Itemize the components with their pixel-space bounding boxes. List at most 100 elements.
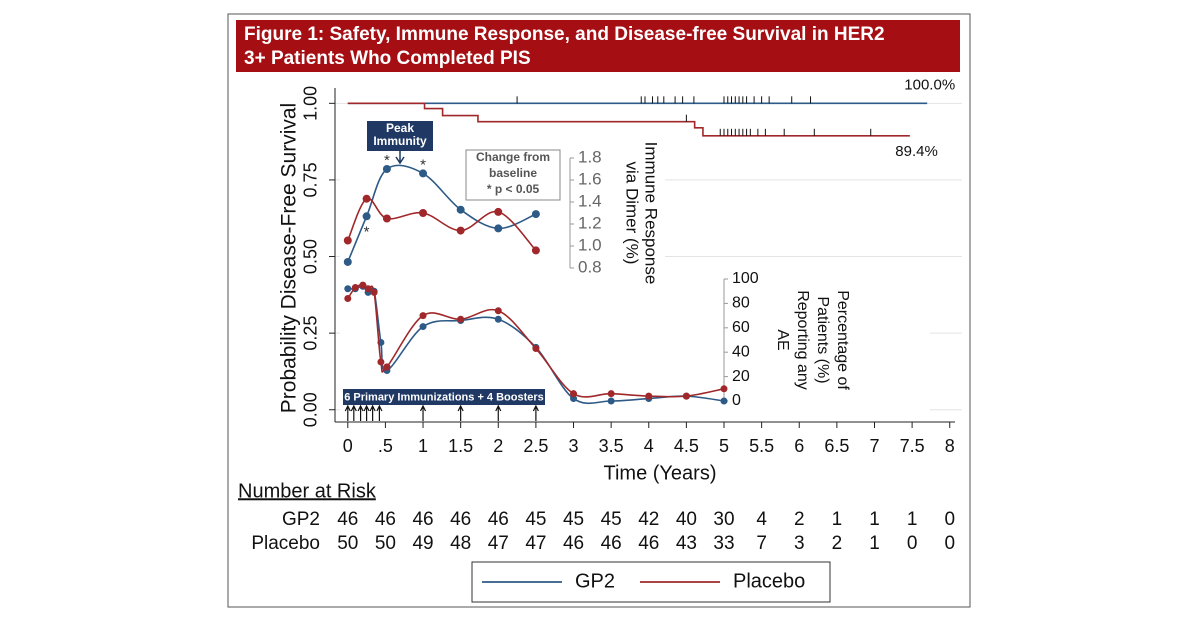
inset-point <box>494 315 502 323</box>
inset-point <box>382 214 391 223</box>
inset-tick-label: 40 <box>732 343 750 360</box>
risk-value: 45 <box>601 509 622 530</box>
risk-value: 0 <box>907 533 918 554</box>
inset-point <box>343 236 352 245</box>
risk-value: 46 <box>337 509 358 530</box>
immunization-arrow <box>350 404 357 421</box>
risk-value: 46 <box>601 533 622 554</box>
inset-tick-label: 1.0 <box>578 235 602 254</box>
risk-value: 4 <box>756 509 767 530</box>
significance-mark: * <box>384 152 390 169</box>
x-tick-label: 7.5 <box>900 436 925 456</box>
risk-value: 47 <box>488 533 509 554</box>
end-label: 100.0% <box>904 76 955 93</box>
y-axis-label: Probability Disease-Free Survival <box>278 103 301 413</box>
y-tick-label: 0.00 <box>301 392 321 427</box>
inset-point <box>682 392 690 400</box>
risk-value: 46 <box>563 533 584 554</box>
risk-value: 2 <box>832 533 843 554</box>
inset-point <box>370 288 378 296</box>
end-label: 89.4% <box>895 143 938 160</box>
x-tick-label: 4 <box>644 436 654 456</box>
risk-value: 50 <box>375 533 396 554</box>
risk-value: 3 <box>794 533 805 554</box>
inset-point <box>351 284 359 292</box>
figure-title: 3+ Patients Who Completed PIS <box>244 48 531 69</box>
immunization-arrow <box>376 404 383 421</box>
inset-point <box>607 390 615 398</box>
inset-tick-label: 1.4 <box>578 191 602 210</box>
peak-label: Peak <box>386 121 414 135</box>
x-tick-label: 4.5 <box>674 436 699 456</box>
x-tick-label: 5 <box>719 436 729 456</box>
immunization-arrow <box>357 404 364 421</box>
peak-box <box>367 121 433 151</box>
inset-point <box>362 194 371 203</box>
y-tick-label: 1.00 <box>301 86 321 121</box>
inset-tick-label: 20 <box>732 368 750 385</box>
inset-point <box>456 205 465 214</box>
legend-label: GP2 <box>575 570 615 592</box>
x-axis-label: Time (Years) <box>604 462 717 484</box>
risk-row-name: GP2 <box>282 509 320 530</box>
inset-axis-label: Reporting any <box>794 290 811 390</box>
inset-point <box>531 210 540 219</box>
survival-curve <box>347 102 910 137</box>
inset-axis-label: AE <box>774 329 791 350</box>
risk-value: 7 <box>756 533 767 554</box>
risk-value: 46 <box>412 509 433 530</box>
inset-point <box>532 345 540 353</box>
inset-tick-label: 1.6 <box>578 169 602 188</box>
risk-value: 42 <box>638 509 659 530</box>
inset-axis-label: Immune Response <box>642 142 661 285</box>
risk-value: 0 <box>944 533 955 554</box>
inset-point <box>456 226 465 235</box>
risk-value: 1 <box>907 509 918 530</box>
x-tick-label: 8 <box>945 436 955 456</box>
immunization-arrow <box>369 404 376 421</box>
x-tick-label: 2 <box>493 436 503 456</box>
inset-point <box>720 397 728 405</box>
x-tick-label: .5 <box>378 436 393 456</box>
risk-value: 30 <box>713 509 734 530</box>
risk-value: 47 <box>525 533 546 554</box>
inset-axis-label: Percentage of <box>834 290 851 390</box>
risk-value: 46 <box>375 509 396 530</box>
risk-value: 2 <box>794 509 805 530</box>
risk-value: 1 <box>832 509 843 530</box>
inset-point <box>419 209 428 217</box>
y-tick-label: 0.75 <box>301 162 321 197</box>
risk-value: 45 <box>563 509 584 530</box>
inset-tick-label: 0 <box>732 392 741 409</box>
inset-point <box>720 385 728 393</box>
significance-mark: * <box>420 156 426 173</box>
inset-point <box>382 165 391 173</box>
risk-value: 40 <box>676 509 697 530</box>
inset-point <box>419 312 427 320</box>
inset-point <box>419 323 427 331</box>
inset-point <box>344 295 352 303</box>
x-tick-label: 0 <box>343 436 353 456</box>
inset-tick-label: 1.8 <box>578 147 602 166</box>
y-tick-label: 0.25 <box>301 316 321 351</box>
immunization-arrow <box>419 404 427 421</box>
immunization-arrow <box>457 404 464 421</box>
risk-value: 1 <box>869 533 880 554</box>
risk-value: 0 <box>944 509 955 530</box>
note-text: baseline <box>489 166 537 180</box>
inset-axis-label: via Dimer (%) <box>623 162 642 265</box>
x-tick-label: 3 <box>569 436 579 456</box>
figure-title: Figure 1: Safety, Immune Response, and D… <box>244 24 885 45</box>
peak-arrow <box>395 151 405 165</box>
inset-point <box>359 281 367 289</box>
significance-mark: * <box>364 223 370 240</box>
x-tick-label: 7 <box>869 436 879 456</box>
note-box <box>465 149 561 201</box>
risk-value: 46 <box>638 533 659 554</box>
inset-point <box>494 207 503 216</box>
immunization-label: 6 Primary Immunizations + 4 Boosters <box>344 391 544 403</box>
risk-value: 46 <box>488 509 509 530</box>
inset-point <box>570 395 578 403</box>
